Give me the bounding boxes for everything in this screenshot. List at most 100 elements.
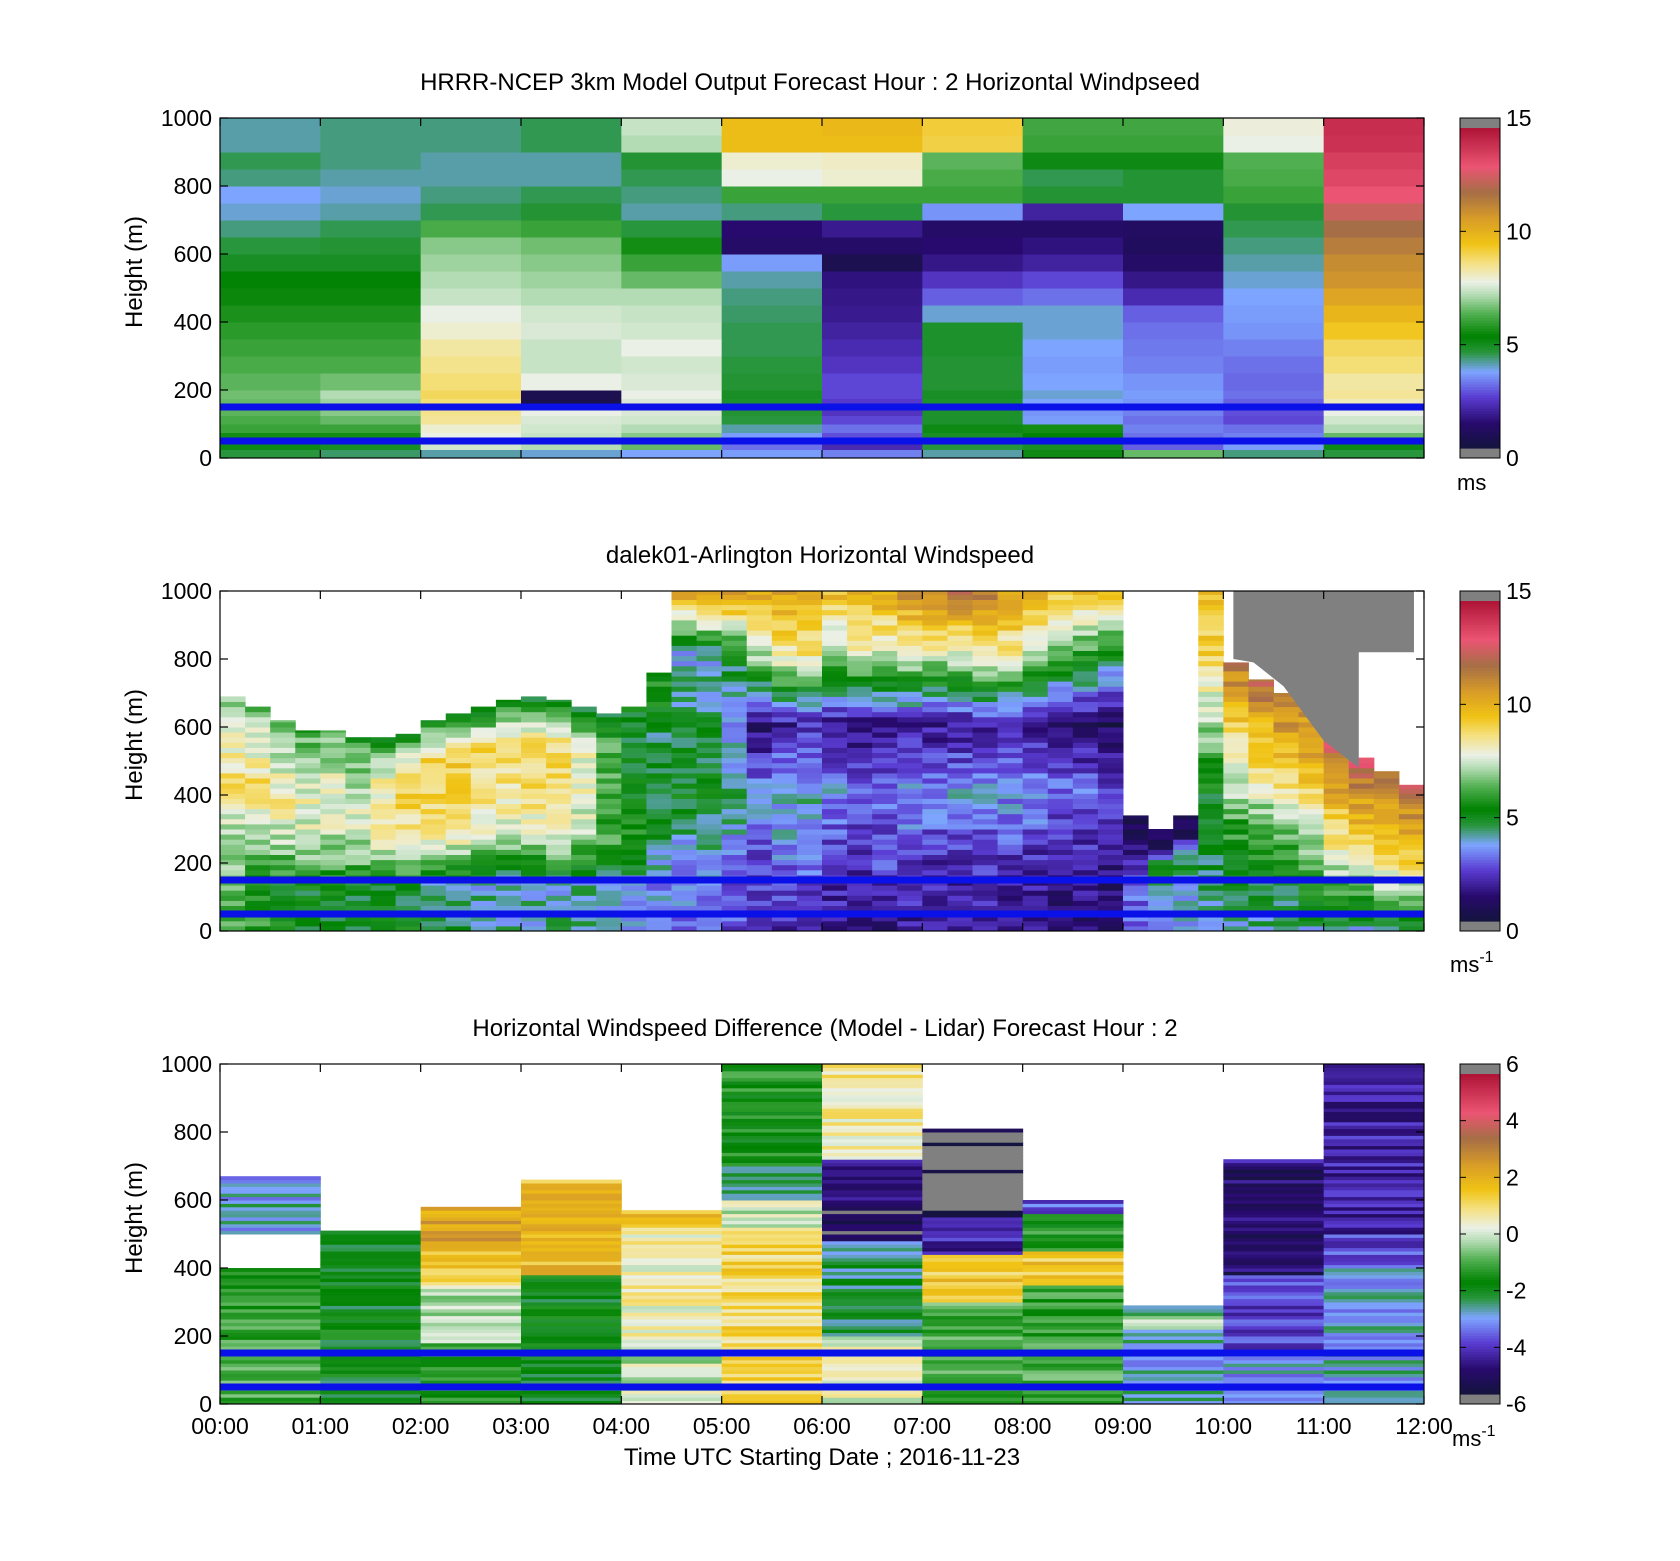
heatmap-cell [1097,752,1124,759]
heatmap-cell [796,635,823,641]
heatmap-cell [1047,778,1074,784]
colorbar-swatch [1460,194,1500,198]
heatmap-cell [395,915,422,922]
heatmap-cell [897,823,923,830]
heatmap-cell [947,619,973,626]
heatmap-cell [621,407,723,416]
heatmap-cell [1148,890,1174,896]
colorbar-swatch [1460,1252,1500,1256]
heatmap-cell [571,869,597,876]
heatmap-cell [320,730,346,733]
heatmap-cell [245,798,271,804]
heatmap-cell [671,864,698,871]
heatmap-cell [1198,701,1224,708]
heatmap-cell [521,1203,622,1208]
heatmap-cell [1323,237,1425,255]
heatmap-cell [1047,788,1074,794]
heatmap-cell [997,635,1024,641]
heatmap-cell [521,925,547,932]
heatmap-cell [721,920,748,927]
heatmap-cell [521,1278,622,1283]
heatmap-cell [897,591,923,595]
heatmap-cell [1022,1213,1124,1218]
heatmap-cell [546,762,572,769]
heatmap-cell [721,1302,823,1306]
heatmap-cell [1348,788,1375,794]
heatmap-cell [822,788,848,794]
colorbar-swatch [1460,699,1500,703]
heatmap-cell [1248,762,1274,769]
heatmap-cell [897,783,923,789]
heatmap-cell [696,915,723,922]
heatmap-cell [847,920,873,927]
heatmap-cell [295,757,321,764]
heatmap-cell [922,854,948,861]
heatmap-cell [822,1298,923,1303]
heatmap-cell [721,1159,823,1164]
heatmap-cell [1097,778,1124,784]
heatmap-cell [521,798,547,804]
heatmap-cell [922,1166,1024,1170]
heatmap-cell [1097,788,1124,794]
colorbar-swatch [1460,771,1500,775]
heatmap-cell [445,713,472,718]
heatmap-cell [947,706,973,713]
heatmap-cell [521,1291,622,1296]
heatmap-cell [1022,449,1124,459]
heatmap-cell [997,869,1024,876]
heatmap-cell [847,869,873,876]
heatmap-cell [671,716,698,723]
heatmap-cell [1323,1308,1425,1313]
heatmap-cell [1373,803,1400,810]
heatmap-cell [1022,711,1049,718]
panel-model-reference-lines [220,403,1424,445]
heatmap-cell [521,747,547,753]
heatmap-cell [1047,793,1074,799]
heatmap-cell [822,793,848,799]
heatmap-cell [320,798,346,804]
heatmap-cell [721,1332,823,1337]
heatmap-cell [1097,834,1124,840]
heatmap-cell [721,1346,823,1351]
heatmap-cell [1323,1169,1425,1174]
heatmap-cell [220,441,321,450]
heatmap-cell [1398,788,1425,794]
heatmap-cell [546,900,572,906]
heatmap-cell [1072,900,1099,906]
heatmap-cell [872,665,898,672]
heatmap-cell [1097,767,1124,774]
heatmap-cell [1123,815,1149,820]
heatmap-cell [320,793,346,799]
heatmap-cell [1072,696,1099,702]
heatmap-cell [671,915,698,922]
heatmap-cell [320,1244,422,1249]
heatmap-cell [245,890,271,896]
heatmap-cell [521,1380,622,1385]
heatmap-cell [320,1380,422,1385]
heatmap-cell [1373,771,1400,774]
heatmap-cell [1022,1227,1124,1232]
heatmap-cell [1047,737,1074,743]
heatmap-cell [822,829,848,835]
heatmap-cell [521,1342,622,1347]
heatmap-cell [822,1111,923,1116]
heatmap-cell [220,1268,321,1272]
heatmap-cell [370,793,397,799]
heatmap-cell [822,869,848,876]
heatmap-cell [721,1329,823,1334]
heatmap-cell [420,1217,522,1221]
heatmap-cell [1047,594,1074,600]
heatmap-cell [1223,1268,1325,1272]
heatmap-cell [596,788,622,794]
heatmap-cell [822,1346,923,1351]
heatmap-cell [1097,783,1124,789]
heatmap-cell [220,818,246,825]
heatmap-cell [1072,604,1099,611]
heatmap-cell [470,742,497,748]
heatmap-cell [345,813,371,820]
heatmap-cell [922,829,948,835]
heatmap-cell [922,609,948,616]
heatmap-cell [897,803,923,810]
heatmap-cell [1022,604,1049,611]
